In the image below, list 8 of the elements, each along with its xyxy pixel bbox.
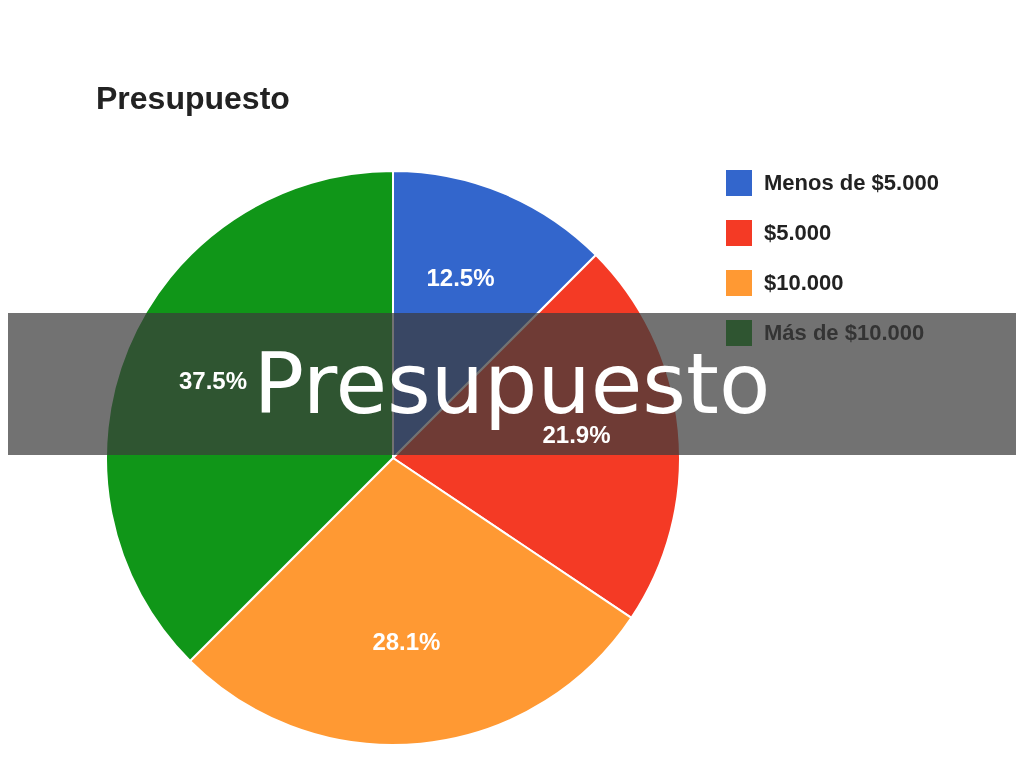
legend-label: $10.000 [764,270,844,296]
legend-label: Menos de $5.000 [764,170,939,196]
data-label: 28.1% [372,628,441,656]
chart-title: Presupuesto [96,80,290,117]
legend-label: Más de $10.000 [764,320,925,346]
data-label: 12.5% [426,264,495,292]
data-label: 37.5% [178,367,248,395]
legend-label: $5.000 [764,220,832,246]
